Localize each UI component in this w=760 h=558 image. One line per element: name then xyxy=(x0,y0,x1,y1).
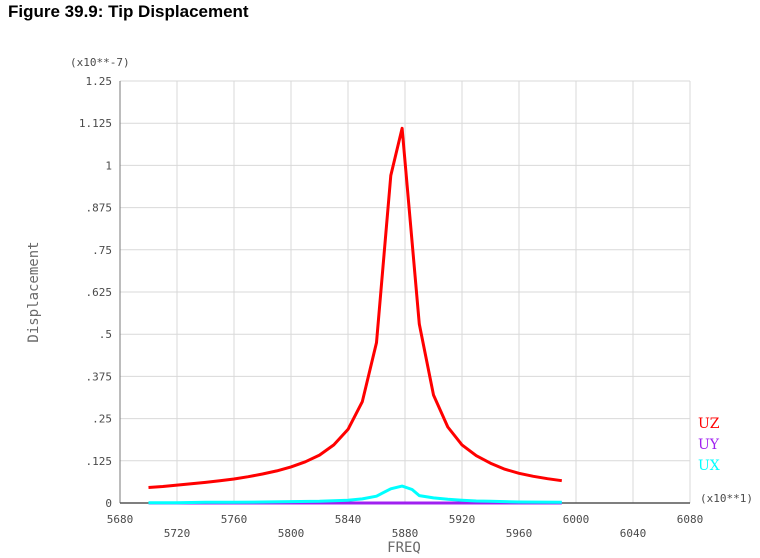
legend-item-ux: UX xyxy=(698,458,720,474)
figure-title: Figure 39.9: Tip Displacement xyxy=(8,2,249,21)
y-tick-label: .125 xyxy=(86,455,113,468)
x-tick-label: 5920 xyxy=(449,513,476,526)
x-tick-label: 5960 xyxy=(506,527,533,540)
y-tick-label: .875 xyxy=(86,202,113,215)
x-tick-label: 6000 xyxy=(563,513,590,526)
y-axis-label: Displacement xyxy=(26,241,42,342)
y-tick-label: 1.125 xyxy=(79,117,112,130)
y-tick-label: .75 xyxy=(92,244,112,257)
x-tick-labels: 5680 5720 5760 5800 5840 5880 5920 5960 6000 6040… xyxy=(107,513,704,540)
y-multiplier: (x10**-7) xyxy=(70,56,130,69)
y-tick-label: .5 xyxy=(99,328,112,341)
legend-item-uy: UY xyxy=(698,437,720,453)
series-line-ux xyxy=(148,484,562,505)
y-tick-label: .25 xyxy=(92,413,112,426)
y-tick-label: .375 xyxy=(86,370,113,383)
x-tick-label: 5800 xyxy=(278,527,305,540)
y-tick-label: .625 xyxy=(86,286,113,299)
x-tick-label: 5880 xyxy=(392,527,419,540)
y-tick-label: 1.25 xyxy=(86,75,113,88)
y-tick-labels: 0 .125 .25 .375 .5 .625 .75 .875 1 1.125 1.25 xyxy=(79,75,112,510)
legend: UZ UY UX xyxy=(698,416,720,474)
x-axis-label: FREQ xyxy=(387,540,421,556)
x-tick-label: 6080 xyxy=(677,513,704,526)
x-tick-label: 5720 xyxy=(164,527,191,540)
x-tick-label: 5840 xyxy=(335,513,362,526)
series-line-uz xyxy=(148,126,563,489)
x-tick-label: 6040 xyxy=(620,527,647,540)
x-tick-label: 5680 xyxy=(107,513,134,526)
series-lines xyxy=(148,126,563,505)
legend-item-uz: UZ xyxy=(698,416,720,432)
y-tick-label: 0 xyxy=(105,497,112,510)
y-tick-label: 1 xyxy=(105,159,112,172)
x-multiplier: (x10**1) xyxy=(700,492,753,505)
x-tick-label: 5760 xyxy=(221,513,248,526)
